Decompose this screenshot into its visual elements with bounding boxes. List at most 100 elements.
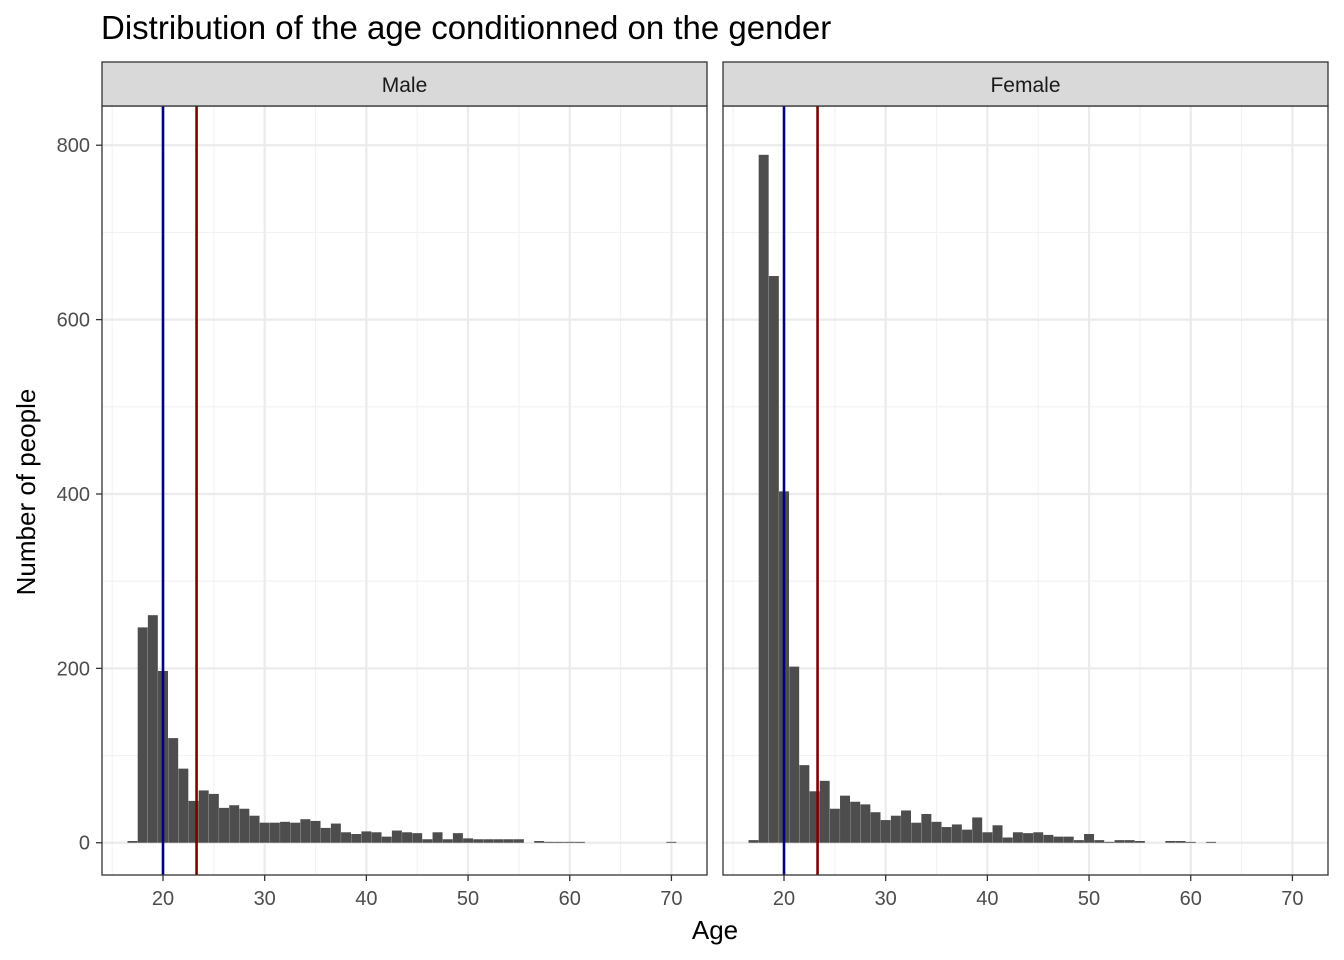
histogram-bar xyxy=(1063,836,1074,843)
histogram-bar xyxy=(789,666,800,843)
histogram-bar xyxy=(574,841,585,843)
plot-background xyxy=(102,106,707,875)
histogram-bar xyxy=(1023,833,1034,843)
histogram-bar xyxy=(564,841,575,843)
histogram-bar xyxy=(229,805,240,843)
histogram-bar xyxy=(1033,832,1044,843)
histogram-bar xyxy=(320,827,331,843)
histogram-bar xyxy=(127,840,138,843)
histogram-bar xyxy=(768,276,779,843)
facet-strip-label: Female xyxy=(990,74,1060,97)
histogram-bar xyxy=(259,822,270,843)
plot-background xyxy=(723,106,1328,875)
histogram-bar xyxy=(493,839,504,843)
x-tick-label: 20 xyxy=(152,888,174,910)
histogram-bar xyxy=(219,807,230,843)
histogram-bar xyxy=(962,829,973,843)
x-tick-label: 20 xyxy=(773,888,795,910)
histogram-bar xyxy=(880,820,891,843)
histogram-bar xyxy=(982,832,993,843)
histogram-bar xyxy=(513,839,524,843)
histogram-bar xyxy=(422,839,433,843)
histogram-bar xyxy=(371,832,382,843)
histogram-bar xyxy=(860,804,871,843)
histogram-bar xyxy=(1124,840,1135,843)
x-tick-label: 60 xyxy=(1180,888,1202,910)
histogram-bar xyxy=(921,813,932,843)
histogram-bar xyxy=(361,831,372,843)
x-tick-label: 70 xyxy=(660,888,682,910)
histogram-bar xyxy=(300,819,311,843)
panel-female: Female 20 30 40 50 60 70 xyxy=(722,61,1329,910)
histogram-bar xyxy=(473,839,484,843)
y-tick-label: 600 xyxy=(57,310,90,332)
histogram-bar xyxy=(280,821,291,843)
histogram-bar xyxy=(452,833,463,843)
histogram-bar xyxy=(503,839,514,843)
histogram-bar xyxy=(330,823,341,843)
histogram-bar xyxy=(341,832,352,843)
x-tick-label: 70 xyxy=(1281,888,1303,910)
x-tick-label: 50 xyxy=(1078,888,1100,910)
histogram-bar xyxy=(1084,834,1095,843)
histogram-bar xyxy=(310,820,321,843)
histogram-bar xyxy=(137,627,148,843)
histogram-bar xyxy=(748,840,759,843)
panel-male: Male 20 30 40 50 60 70 0 200 400 600 800 xyxy=(57,61,708,910)
facet-strip xyxy=(101,61,708,107)
histogram-bar xyxy=(381,836,392,843)
histogram-bar xyxy=(391,830,402,843)
y-tick-label: 0 xyxy=(79,833,90,855)
histogram-bar xyxy=(1206,841,1217,843)
histogram-bar xyxy=(1104,841,1115,843)
x-tick-label: 50 xyxy=(457,888,479,910)
x-axis-title: Age xyxy=(692,915,738,945)
histogram-bar xyxy=(1094,840,1105,843)
histogram-bar xyxy=(840,795,851,843)
x-tick-label: 30 xyxy=(875,888,897,910)
histogram-bar xyxy=(198,790,209,843)
histogram-bar xyxy=(554,841,565,843)
histogram-bar xyxy=(1134,840,1145,843)
histogram-bar xyxy=(147,615,158,843)
panels: Male 20 30 40 50 60 70 0 200 400 600 800 Female 20 30 4… xyxy=(57,61,1329,910)
chart-title: Distribution of the age conditionned on … xyxy=(101,9,831,46)
histogram-bar xyxy=(269,822,280,843)
histogram-bar xyxy=(758,154,769,843)
histogram-bar xyxy=(972,817,983,843)
histogram-bar xyxy=(819,780,830,843)
histogram-bar xyxy=(809,791,820,843)
histogram-bar xyxy=(850,801,861,843)
histogram-bar xyxy=(412,833,423,843)
histogram-bar xyxy=(483,839,494,843)
histogram-bar xyxy=(1185,841,1196,843)
histogram-bar xyxy=(1165,840,1176,843)
y-tick-label: 200 xyxy=(57,658,90,680)
histogram-bar xyxy=(941,827,952,843)
histogram-bar xyxy=(799,765,810,843)
histogram-bar xyxy=(901,810,912,843)
x-tick-label: 30 xyxy=(254,888,276,910)
histogram-bar xyxy=(178,768,189,843)
x-tick-label: 40 xyxy=(355,888,377,910)
facet-strip-label: Male xyxy=(382,74,428,97)
facet-strip xyxy=(722,61,1329,107)
x-tick-label: 40 xyxy=(976,888,998,910)
histogram-bar xyxy=(1073,840,1084,843)
y-tick-label: 800 xyxy=(57,135,90,157)
histogram-bar xyxy=(1114,840,1125,843)
histogram-bar xyxy=(534,840,545,843)
histogram-bar xyxy=(402,832,413,843)
histogram-bar xyxy=(911,822,922,843)
histogram-bar xyxy=(666,841,677,843)
histogram-bar xyxy=(351,834,362,843)
histogram-bar xyxy=(870,812,881,843)
histogram-bar xyxy=(208,793,219,843)
histogram-bar xyxy=(992,825,1003,843)
histogram-bar xyxy=(168,738,179,843)
histogram-bar xyxy=(544,841,555,843)
histogram-bar xyxy=(188,800,199,843)
histogram-bar xyxy=(463,838,474,843)
histogram-bar xyxy=(249,815,260,843)
